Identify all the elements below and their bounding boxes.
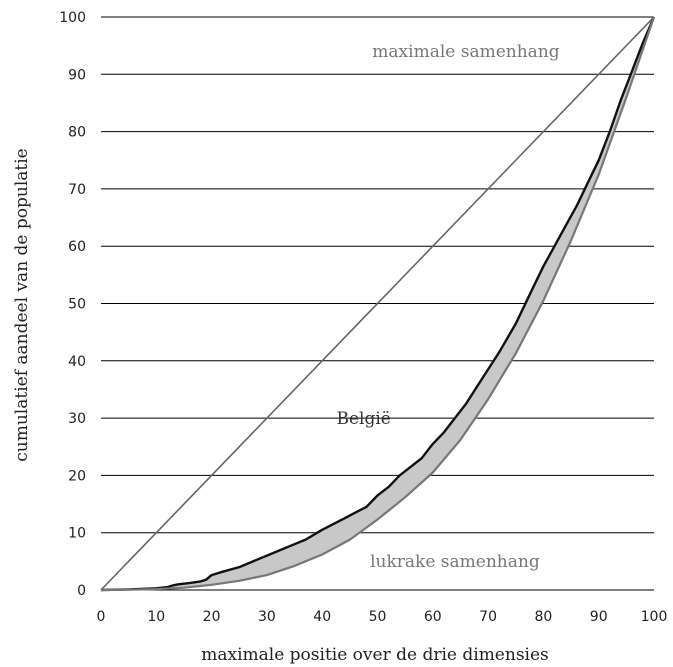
x-tick-label-70: 70 xyxy=(479,609,497,625)
x-tick-label-60: 60 xyxy=(424,609,442,625)
annotation-2: België xyxy=(336,409,390,429)
annotation-1: maximale samenhang xyxy=(372,42,559,62)
x-tick-label-20: 20 xyxy=(203,609,221,625)
y-tick-label-70: 70 xyxy=(68,182,86,198)
series-line-lukrake-samenhang xyxy=(100,16,656,592)
y-tick-label-60: 60 xyxy=(68,239,86,255)
x-tick-label-100: 100 xyxy=(641,609,668,625)
y-axis-title: cumulatief aandeel van de populatie xyxy=(12,148,32,462)
y-tick-label-0: 0 xyxy=(77,583,86,599)
y-tick-label-40: 40 xyxy=(68,354,86,370)
x-tick-label-80: 80 xyxy=(534,609,552,625)
series-line-maximale-samenhang xyxy=(100,16,655,591)
tick-layer: 0 10 20 30 40 50 60 70 80 90 100 0 10 20 30 40 50 60 70 80 9… xyxy=(59,10,667,625)
x-tick-label-0: 0 xyxy=(97,609,106,625)
annot-layer: maximale samenhang België lukrake samenhan… xyxy=(336,42,559,572)
y-tick-label-20: 20 xyxy=(68,468,86,484)
y-tick-label-10: 10 xyxy=(68,526,86,542)
series-layer xyxy=(100,16,656,592)
y-tick-label-30: 30 xyxy=(68,411,86,427)
x-tick-label-40: 40 xyxy=(313,609,331,625)
x-axis-title: maximale positie over de drie dimensies xyxy=(201,645,549,665)
y-tick-label-50: 50 xyxy=(68,297,86,313)
x-tick-label-10: 10 xyxy=(147,609,165,625)
x-tick-label-30: 30 xyxy=(258,609,276,625)
y-tick-label-80: 80 xyxy=(68,125,86,141)
y-tick-label-90: 90 xyxy=(68,67,86,83)
series-line-belgi- xyxy=(100,16,656,592)
y-tick-label-100: 100 xyxy=(59,10,86,26)
x-tick-label-50: 50 xyxy=(369,609,387,625)
annotation-3: lukrake samenhang xyxy=(370,552,540,572)
x-tick-label-90: 90 xyxy=(590,609,608,625)
